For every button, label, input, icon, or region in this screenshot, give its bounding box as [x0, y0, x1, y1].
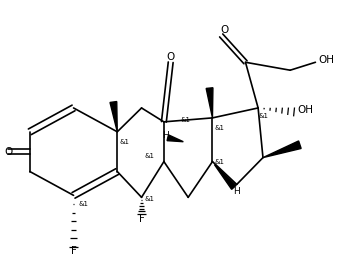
Text: &1: &1: [180, 117, 190, 123]
Text: OH: OH: [318, 55, 334, 65]
Text: &1: &1: [145, 196, 154, 202]
Polygon shape: [167, 135, 183, 142]
Text: &1: &1: [79, 201, 88, 207]
Text: OH: OH: [297, 105, 313, 115]
Polygon shape: [206, 88, 213, 118]
Text: H: H: [162, 131, 169, 140]
Polygon shape: [263, 141, 301, 158]
Text: O: O: [220, 26, 228, 36]
Text: F: F: [139, 214, 145, 224]
Polygon shape: [214, 165, 236, 189]
Text: &1: &1: [214, 159, 224, 165]
Polygon shape: [110, 102, 117, 132]
Text: F: F: [71, 246, 76, 256]
Text: H: H: [233, 187, 240, 196]
Text: O: O: [4, 147, 12, 157]
Text: &1: &1: [119, 139, 129, 145]
Text: O: O: [166, 52, 175, 62]
Text: &1: &1: [214, 125, 224, 131]
Text: &1: &1: [258, 113, 268, 119]
Text: &1: &1: [145, 153, 154, 159]
